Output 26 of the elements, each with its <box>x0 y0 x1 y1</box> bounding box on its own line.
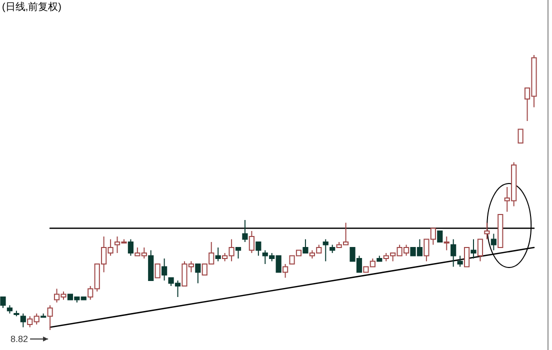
candlestick <box>302 238 308 254</box>
candlestick <box>242 220 248 242</box>
candlestick <box>0 296 6 308</box>
candlestick <box>256 242 262 256</box>
candlestick <box>470 238 476 259</box>
candlestick <box>195 264 201 284</box>
annotation: 8.82 <box>10 334 28 344</box>
candlestick <box>20 313 26 328</box>
candlestick <box>248 230 254 254</box>
candlestick <box>450 238 456 268</box>
chart-title: (日线,前复权) <box>2 1 62 13</box>
candlestick <box>444 236 450 251</box>
candlestick <box>484 222 490 240</box>
candlestick <box>464 247 470 268</box>
candlestick <box>128 238 134 256</box>
candlestick <box>518 128 524 144</box>
candlestick <box>437 230 443 242</box>
candlestick <box>490 233 496 251</box>
candlestick <box>322 238 328 262</box>
candlestick <box>154 264 160 278</box>
candlestick <box>477 238 484 262</box>
candlestick <box>215 247 221 262</box>
candlestick <box>162 258 168 281</box>
candlestick <box>457 255 463 268</box>
candlestick <box>235 247 242 259</box>
candlestick <box>282 264 288 278</box>
